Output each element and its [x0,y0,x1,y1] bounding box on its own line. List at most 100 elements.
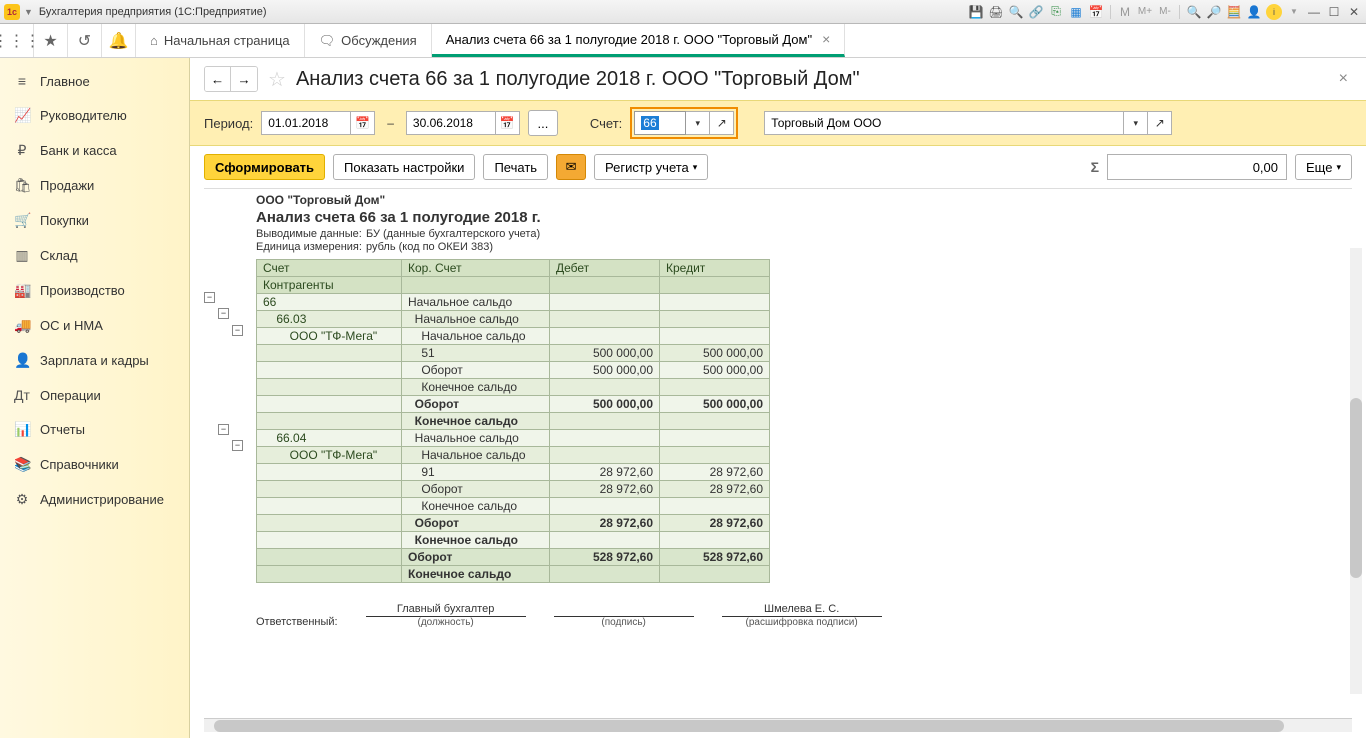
table-row[interactable]: Конечное сальдо [257,379,770,396]
period-dialog-button[interactable]: ... [528,110,558,136]
favorite-star-icon[interactable]: ★ [34,24,68,57]
sidebar-item-5[interactable]: ▥Склад [0,238,189,273]
cell-corr: Конечное сальдо [402,413,550,430]
sidebar-item-9[interactable]: ДтОперации [0,378,189,412]
org-open-icon[interactable]: ↗ [1148,111,1172,135]
table-row[interactable]: Оборот528 972,60528 972,60 [257,549,770,566]
tab-home[interactable]: ⌂ Начальная страница [136,24,305,57]
sidebar-item-0[interactable]: ≡Главное [0,64,189,98]
cell-debit [550,328,660,345]
horizontal-scrollbar[interactable] [204,718,1352,732]
table-row[interactable]: Конечное сальдо [257,498,770,515]
nav-forward-button[interactable]: → [231,67,257,91]
cell-credit: 28 972,60 [660,515,770,532]
sidebar-item-10[interactable]: 📊Отчеты [0,412,189,447]
table-row[interactable]: Оборот500 000,00500 000,00 [257,396,770,413]
org-dropdown-icon[interactable]: ▾ [1124,111,1148,135]
tree-collapse-icon[interactable]: − [204,292,215,303]
sidebar-item-3[interactable]: 🛍Продажи [0,168,189,203]
account-open-icon[interactable]: ↗ [710,111,734,135]
tree-collapse-icon[interactable]: − [232,325,243,336]
print-icon[interactable]: 🖨 [988,4,1004,20]
table-row[interactable]: 51500 000,00500 000,00 [257,345,770,362]
sidebar-item-11[interactable]: 📚Справочники [0,447,189,482]
tab-discussions[interactable]: 🗨 Обсуждения [305,24,432,57]
table-row[interactable]: 66.04 Начальное сальдо [257,430,770,447]
sidebar-item-7[interactable]: 🚚ОС и НМА [0,308,189,343]
table-row[interactable]: ООО "ТФ-Мега" Начальное сальдо [257,328,770,345]
tab-close-icon[interactable]: × [822,31,830,47]
page-close-icon[interactable]: × [1339,70,1348,88]
table-row[interactable]: Конечное сальдо [257,566,770,583]
table-row[interactable]: Оборот28 972,6028 972,60 [257,515,770,532]
sidebar-item-12[interactable]: ⚙Администрирование [0,482,189,517]
tab-label: Начальная страница [164,33,290,48]
table-row[interactable]: 9128 972,6028 972,60 [257,464,770,481]
date-from-input[interactable] [261,111,351,135]
link-icon[interactable]: 🔗 [1028,4,1044,20]
zoom-out-icon[interactable]: 🔎 [1206,4,1222,20]
tree-collapse-icon[interactable]: − [232,440,243,451]
sidebar-item-6[interactable]: 🏭Производство [0,273,189,308]
dropdown-icon[interactable]: ▼ [1286,4,1302,20]
nav-back-button[interactable]: ← [205,67,231,91]
sidebar-item-8[interactable]: 👤Зарплата и кадры [0,343,189,378]
grid-icon[interactable]: ▦ [1068,4,1084,20]
cell-account [257,464,402,481]
table-row[interactable]: ООО "ТФ-Мега" Начальное сальдо [257,447,770,464]
excel-icon[interactable]: ⎘ [1048,4,1064,20]
user-icon[interactable]: 👤 [1246,4,1262,20]
m-icon[interactable]: M [1117,4,1133,20]
sidebar-item-2[interactable]: ₽Банк и касса [0,133,189,168]
cell-debit [550,566,660,583]
cell-account [257,396,402,413]
cell-account: 66 [257,294,402,311]
more-button[interactable]: Еще ▾ [1295,154,1352,180]
app-menu-chevron[interactable]: ▼ [24,7,33,17]
m-minus-icon[interactable]: M- [1157,4,1173,20]
date-to-picker-icon[interactable]: 📅 [496,111,520,135]
m-plus-icon[interactable]: M+ [1137,4,1153,20]
form-button[interactable]: Сформировать [204,154,325,180]
table-row[interactable]: Конечное сальдо [257,532,770,549]
date-from-picker-icon[interactable]: 📅 [351,111,375,135]
help-icon[interactable]: i [1266,4,1282,20]
register-button[interactable]: Регистр учета ▾ [594,154,708,180]
cell-corr: Конечное сальдо [402,532,550,549]
print-button[interactable]: Печать [483,154,548,180]
table-row[interactable]: 66.03 Начальное сальдо [257,311,770,328]
favorite-toggle-icon[interactable]: ☆ [268,67,286,92]
cell-credit: 28 972,60 [660,481,770,498]
save-icon[interactable]: 💾 [968,4,984,20]
table-row[interactable]: Оборот28 972,6028 972,60 [257,481,770,498]
cell-credit: 500 000,00 [660,345,770,362]
account-dropdown-icon[interactable]: ▾ [686,111,710,135]
calendar-icon[interactable]: 📅 [1088,4,1104,20]
table-row[interactable]: 66Начальное сальдо [257,294,770,311]
zoom-in-icon[interactable]: 🔍 [1186,4,1202,20]
sidebar-item-4[interactable]: 🛒Покупки [0,203,189,238]
email-button[interactable]: ✉ [556,154,586,180]
settings-button[interactable]: Показать настройки [333,154,475,180]
minimize-icon[interactable]: — [1306,4,1322,20]
sidebar-item-1[interactable]: 📈Руководителю [0,98,189,133]
tree-collapse-icon[interactable]: − [218,424,229,435]
close-window-icon[interactable]: ✕ [1346,4,1362,20]
sum-field[interactable] [1107,154,1287,180]
history-icon[interactable]: ↺ [68,24,102,57]
cell-credit [660,498,770,515]
tab-report[interactable]: Анализ счета 66 за 1 полугодие 2018 г. О… [432,24,846,57]
tree-collapse-icon[interactable]: − [218,308,229,319]
date-to-input[interactable] [406,111,496,135]
table-row[interactable]: Оборот500 000,00500 000,00 [257,362,770,379]
account-input[interactable]: 66 [634,111,686,135]
compare-icon[interactable]: 🔍 [1008,4,1024,20]
cell-account: 66.04 [257,430,402,447]
calc-icon[interactable]: 🧮 [1226,4,1242,20]
org-input[interactable] [764,111,1124,135]
apps-icon[interactable]: ⋮⋮⋮ [0,24,34,57]
notifications-icon[interactable]: 🔔 [102,24,136,57]
table-row[interactable]: Конечное сальдо [257,413,770,430]
vertical-scrollbar[interactable] [1350,248,1362,694]
maximize-icon[interactable]: ☐ [1326,4,1342,20]
